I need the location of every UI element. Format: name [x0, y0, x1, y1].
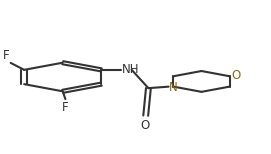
Text: O: O: [232, 69, 241, 82]
Text: F: F: [3, 49, 9, 62]
Text: O: O: [140, 119, 149, 132]
Text: F: F: [62, 101, 69, 114]
Text: N: N: [169, 81, 178, 94]
Text: NH: NH: [122, 63, 140, 76]
